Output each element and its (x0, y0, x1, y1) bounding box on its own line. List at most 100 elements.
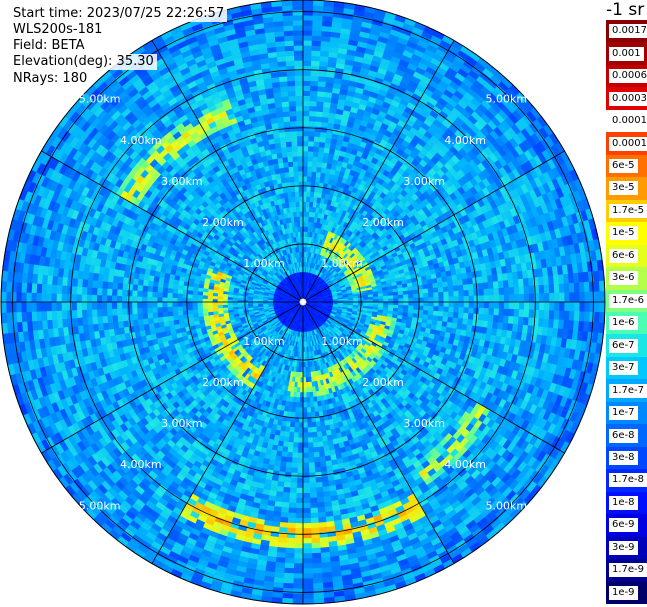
beta-cell (438, 296, 445, 303)
beta-cell (422, 288, 429, 294)
beta-cell (498, 301, 505, 310)
beta-cell (462, 312, 470, 320)
beta-cell (312, 24, 323, 32)
beta-cell (307, 150, 314, 157)
beta-cell (594, 301, 601, 313)
beta-cell (522, 317, 530, 327)
beta-cell (558, 310, 565, 321)
beta-cell (462, 284, 470, 292)
beta-cell (563, 283, 570, 294)
beta-cell (569, 292, 576, 303)
beta-cell (423, 305, 430, 312)
beta-cell (518, 309, 525, 318)
beta-cell (574, 301, 581, 313)
beta-cell (306, 175, 313, 182)
beta-cell (313, 140, 321, 148)
beta-cell (503, 308, 510, 317)
beta-cell (538, 309, 545, 320)
beta-cell (388, 298, 394, 303)
beta-cell (403, 297, 410, 303)
beta-cell (492, 314, 500, 323)
beta-cell (433, 301, 440, 308)
beta-cell (302, 155, 309, 162)
beta-cell (302, 49, 313, 56)
beta-cell (549, 301, 556, 312)
beta-cell (473, 301, 480, 309)
beta-cell (463, 295, 470, 303)
beta-cell (309, 105, 318, 112)
beta-cell (302, 44, 313, 51)
beta-cell (493, 301, 500, 310)
beta-cell (413, 293, 420, 299)
beta-cell (463, 301, 470, 309)
beta-cell (309, 90, 319, 97)
beta-cell (488, 301, 495, 310)
beta-cell (317, 80, 327, 88)
beta-cell (453, 306, 460, 314)
beta-cell (493, 308, 500, 317)
beta-cell (398, 298, 405, 303)
beta-cells (0, 0, 606, 605)
beta-cell (302, 195, 308, 202)
beta-cell (453, 301, 460, 308)
beta-cell (403, 301, 410, 307)
beta-cell (438, 301, 445, 308)
beta-cell (467, 313, 475, 321)
beta-cell (314, 125, 322, 133)
beta-cell (433, 292, 440, 298)
beta-cell (579, 291, 586, 303)
beta-cell (408, 301, 415, 307)
beta-cell (477, 282, 485, 291)
beta-cell (432, 282, 439, 289)
beta-cell (403, 294, 409, 299)
beta-cell (442, 286, 449, 293)
beta-cell (559, 292, 566, 303)
beta-cell (302, 95, 311, 102)
beta-cell (497, 280, 505, 289)
beta-cell (518, 301, 525, 311)
beta-cell (302, 165, 309, 172)
beta-cell (463, 290, 470, 297)
beta-cell (302, 29, 313, 36)
beta-cell (578, 311, 586, 323)
beta-cell (442, 311, 449, 318)
beta-cell (452, 285, 460, 292)
beta-cell (302, 55, 312, 61)
beta-cell (302, 14, 314, 21)
beta-cell (569, 301, 576, 312)
beta-cell (432, 310, 439, 317)
beta-cell (583, 281, 591, 293)
beta-cell (574, 291, 581, 303)
beta-cell (483, 295, 490, 303)
beta-cell (599, 291, 606, 303)
beta-cell (372, 296, 379, 300)
beta-cell (302, 34, 313, 41)
beta-cell (473, 289, 480, 297)
beta-cell (428, 301, 435, 307)
beta-cell (427, 283, 434, 290)
beta-cell (302, 130, 310, 137)
beta-cell (523, 309, 530, 319)
beta-cell (478, 301, 485, 309)
beta-cell (508, 308, 515, 318)
beta-cell (503, 301, 510, 310)
beta-cell (307, 155, 314, 162)
beta-cell (549, 292, 556, 303)
beta-cell (302, 39, 313, 46)
beta-cell (393, 301, 399, 306)
beta-cell (522, 277, 530, 287)
beta-cell (544, 293, 550, 303)
beta-cell (483, 288, 490, 297)
beta-cell (302, 70, 312, 76)
beta-cell (558, 283, 565, 294)
beta-cell (302, 150, 309, 157)
beta-cell (302, 200, 307, 207)
beta-cell (508, 294, 515, 303)
beta-cell (315, 115, 323, 123)
beta-cell (468, 295, 475, 303)
beta-cell (593, 280, 601, 293)
beta-cell (568, 310, 575, 322)
beta-cell (523, 293, 530, 303)
beta-cell (408, 297, 415, 303)
beta-cell (539, 293, 545, 303)
